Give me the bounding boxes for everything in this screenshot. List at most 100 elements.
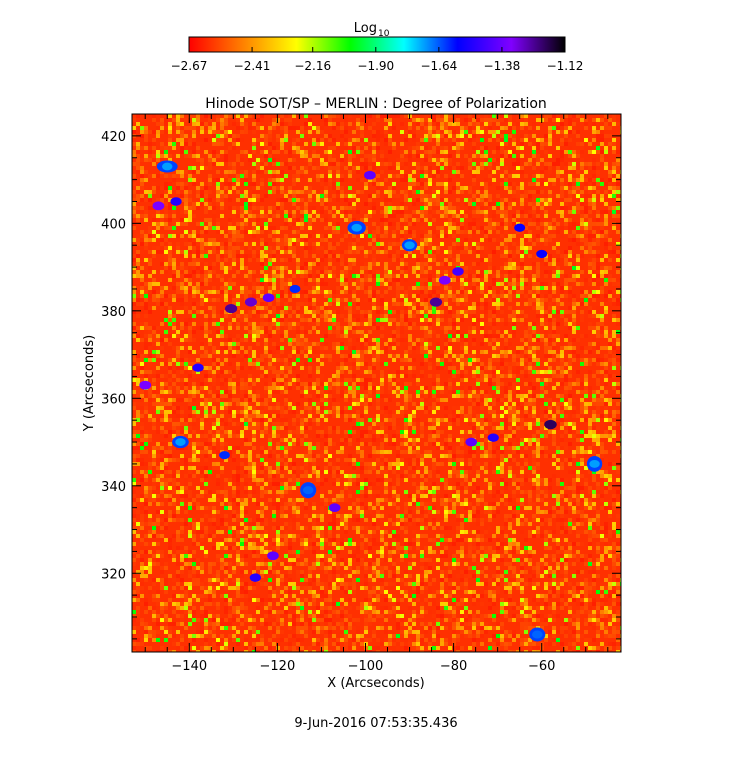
- heatmap-cell: [212, 262, 216, 266]
- heatmap-cell: [408, 306, 412, 310]
- heatmap-cell: [552, 246, 556, 250]
- heatmap-cell: [584, 358, 588, 362]
- heatmap-cell: [592, 186, 596, 190]
- heatmap-cell: [436, 186, 440, 190]
- heatmap-cell: [220, 162, 224, 166]
- heatmap-cell: [428, 126, 432, 130]
- heatmap-cell: [448, 314, 452, 318]
- heatmap-cell: [416, 186, 420, 190]
- heatmap-cell: [340, 346, 344, 350]
- heatmap-cell: [516, 250, 520, 254]
- heatmap-cell: [328, 358, 332, 362]
- heatmap-cell: [468, 330, 472, 334]
- heatmap-cell: [244, 130, 248, 134]
- heatmap-cell: [144, 322, 148, 326]
- heatmap-cell: [284, 286, 288, 290]
- heatmap-cell: [540, 146, 544, 150]
- heatmap-cell: [608, 342, 612, 346]
- heatmap-cell: [448, 290, 452, 294]
- heatmap-cell: [532, 134, 536, 138]
- heatmap-cell: [280, 198, 284, 202]
- heatmap-cell: [292, 342, 296, 346]
- heatmap-cell: [152, 246, 156, 250]
- heatmap-cell: [216, 154, 220, 158]
- heatmap-cell: [492, 342, 496, 346]
- heatmap-cell: [336, 190, 340, 194]
- heatmap-cell: [416, 246, 420, 250]
- heatmap-cell: [548, 238, 552, 242]
- heatmap-cell: [316, 350, 320, 354]
- heatmap-cell: [504, 166, 508, 170]
- heatmap-cell: [588, 158, 592, 162]
- heatmap-cell: [524, 174, 528, 178]
- heatmap-cell: [424, 346, 428, 350]
- heatmap-cell: [600, 322, 604, 326]
- heatmap-cell: [252, 330, 256, 334]
- heatmap-cell: [528, 154, 532, 158]
- heatmap-cell: [428, 374, 432, 378]
- heatmap-cell: [504, 130, 508, 134]
- heatmap-cell: [556, 250, 560, 254]
- heatmap-cell: [244, 314, 248, 318]
- heatmap-cell: [200, 190, 204, 194]
- heatmap-cell: [560, 302, 564, 306]
- heatmap-cell: [168, 226, 172, 230]
- heatmap-cell: [500, 158, 504, 162]
- heatmap-cell: [324, 342, 328, 346]
- heatmap-cell: [156, 246, 160, 250]
- heatmap-cell: [612, 146, 616, 150]
- heatmap-cell: [356, 166, 360, 170]
- heatmap-cell: [356, 138, 360, 142]
- heatmap-cell: [412, 218, 416, 222]
- heatmap-cell: [568, 138, 572, 142]
- heatmap-cell: [456, 338, 460, 342]
- heatmap-cell: [244, 262, 248, 266]
- heatmap-cell: [464, 334, 468, 338]
- heatmap-cell: [452, 166, 456, 170]
- heatmap-cell: [480, 258, 484, 262]
- heatmap-cell: [580, 302, 584, 306]
- heatmap-cell: [168, 142, 172, 146]
- heatmap-cell: [236, 206, 240, 210]
- heatmap-cell: [516, 370, 520, 374]
- heatmap-cell: [132, 190, 136, 194]
- heatmap-cell: [356, 314, 360, 318]
- heatmap-cell: [344, 354, 348, 358]
- heatmap-cell: [364, 202, 368, 206]
- heatmap-cell: [428, 258, 432, 262]
- heatmap-cell: [504, 142, 508, 146]
- heatmap-cell: [340, 142, 344, 146]
- heatmap-cell: [540, 122, 544, 126]
- heatmap-cell: [284, 134, 288, 138]
- heatmap-cell: [548, 302, 552, 306]
- heatmap-cell: [544, 362, 548, 366]
- heatmap-cell: [428, 202, 432, 206]
- heatmap-cell: [208, 126, 212, 130]
- heatmap-cell: [240, 318, 244, 322]
- heatmap-cell: [280, 270, 284, 274]
- heatmap-cell: [476, 378, 480, 382]
- heatmap-cell: [532, 366, 536, 370]
- heatmap-cell: [324, 250, 328, 254]
- heatmap-cell: [212, 298, 216, 302]
- heatmap-cell: [344, 210, 348, 214]
- heatmap-cell: [448, 338, 452, 342]
- heatmap-cell: [144, 346, 148, 350]
- heatmap-cell: [324, 270, 328, 274]
- heatmap-cell: [340, 326, 344, 330]
- heatmap-cell: [272, 290, 276, 294]
- heatmap-cell: [364, 182, 368, 186]
- heatmap-cell: [492, 346, 496, 350]
- heatmap-cell: [384, 306, 388, 310]
- heatmap-cell: [236, 298, 240, 302]
- heatmap-cell: [512, 218, 516, 222]
- heatmap-cell: [336, 210, 340, 214]
- heatmap-cell: [172, 118, 176, 122]
- heatmap-cell: [520, 194, 524, 198]
- heatmap-cell: [532, 298, 536, 302]
- heatmap-cell: [452, 138, 456, 142]
- heatmap-cell: [532, 322, 536, 326]
- heatmap-cell: [516, 346, 520, 350]
- heatmap-cell: [452, 134, 456, 138]
- heatmap-cell: [424, 230, 428, 234]
